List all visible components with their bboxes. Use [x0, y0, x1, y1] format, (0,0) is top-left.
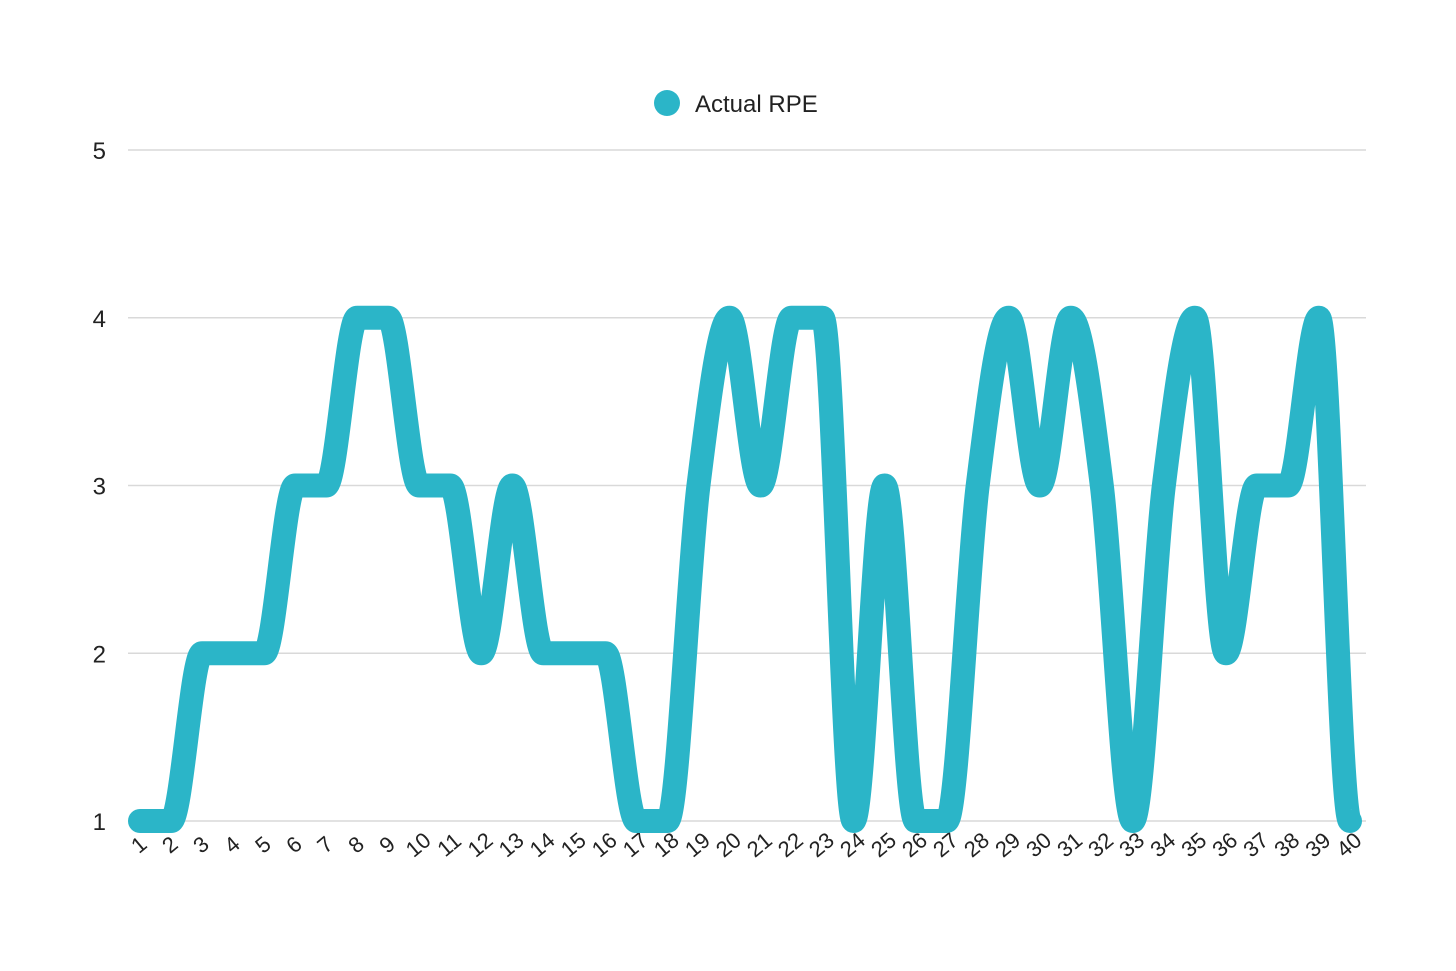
y-tick-label: 2	[93, 641, 106, 668]
x-tick-label: 32	[1083, 827, 1118, 862]
series-layer	[128, 305, 1362, 833]
y-tick-label: 4	[93, 306, 106, 333]
x-tick-label: 34	[1145, 827, 1180, 862]
x-tick-label: 13	[494, 827, 529, 862]
x-tick-label: 15	[556, 827, 591, 862]
x-tick-label: 16	[587, 827, 622, 862]
x-tick-label: 7	[312, 831, 337, 858]
legend-label-actual-rpe: Actual RPE	[695, 91, 818, 118]
x-tick-label: 14	[525, 827, 560, 862]
x-tick-label: 23	[804, 827, 839, 862]
x-tick-label: 19	[680, 827, 715, 862]
series-line-actual-rpe	[128, 305, 1362, 833]
legend-marker-actual-rpe	[654, 90, 680, 116]
x-tick-label: 37	[1238, 827, 1273, 862]
x-tick-label: 22	[773, 827, 808, 862]
x-tick-label: 4	[219, 831, 244, 858]
x-tick-label: 5	[250, 831, 275, 858]
x-tick-label: 28	[959, 827, 994, 862]
x-tick-label: 36	[1207, 827, 1242, 862]
x-tick-label: 3	[188, 831, 213, 858]
x-tick-label: 38	[1269, 827, 1304, 862]
x-tick-label: 25	[866, 827, 901, 862]
x-tick-label: 8	[343, 831, 368, 858]
x-tick-label: 1	[126, 831, 151, 858]
x-tick-label: 39	[1300, 827, 1335, 862]
x-tick-label: 2	[157, 831, 182, 858]
y-tick-label: 3	[93, 474, 106, 501]
x-tick-label: 10	[401, 827, 436, 862]
x-tick-label: 30	[1021, 827, 1056, 862]
x-tick-label: 6	[281, 831, 306, 858]
x-axis: 1 2 3 4 5 6 7 8 9 1011121314151617181920212223242…	[126, 827, 1366, 862]
x-tick-label: 31	[1052, 827, 1087, 862]
x-tick-label: 9	[374, 831, 399, 858]
legend: Actual RPE	[654, 90, 818, 118]
x-tick-label: 20	[711, 827, 746, 862]
x-tick-label: 11	[432, 828, 466, 862]
x-tick-label: 35	[1176, 827, 1211, 862]
x-tick-label: 12	[463, 827, 498, 862]
x-tick-label: 21	[742, 827, 777, 862]
y-tick-label: 5	[93, 138, 106, 165]
y-tick-label: 1	[93, 809, 106, 836]
x-tick-label: 29	[990, 827, 1025, 862]
y-axis: 1 2 3 4 5	[93, 138, 106, 836]
